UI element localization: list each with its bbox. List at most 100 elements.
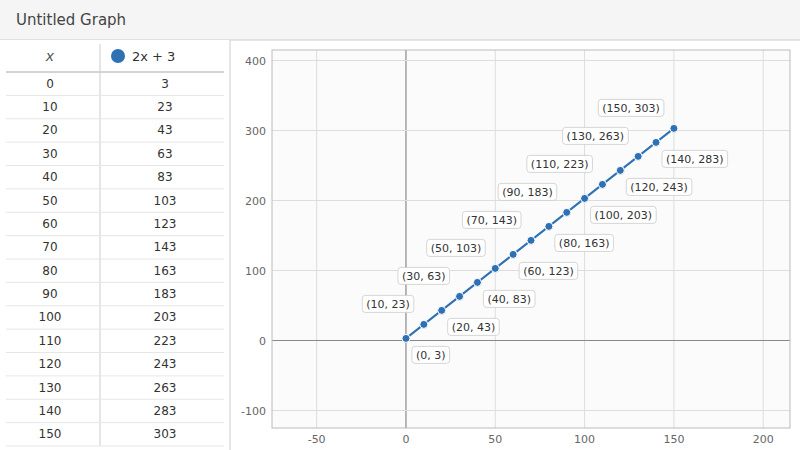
data-point	[438, 306, 446, 314]
annotation-text: (150, 303)	[602, 102, 660, 115]
table-cell-x: 60	[42, 217, 57, 231]
annotation-box	[462, 211, 521, 228]
annotation-box	[527, 155, 593, 172]
data-point	[456, 292, 464, 300]
x-grid-line	[673, 50, 674, 428]
table-cell-y: 163	[154, 264, 177, 278]
annotation-box	[448, 318, 500, 335]
annotation-text: (20, 43)	[452, 321, 496, 334]
annotation-text: (0, 3)	[416, 349, 446, 362]
table-row-separator	[6, 188, 224, 189]
series-line	[406, 128, 674, 338]
chart: Untitled Graphx2x + 30310232043306340835…	[0, 0, 800, 450]
data-point	[670, 124, 678, 132]
annotation: (20, 43)	[448, 318, 500, 335]
annotation-text: (120, 243)	[630, 181, 688, 194]
table-cell-x: 70	[42, 240, 57, 254]
annotation-text: (10, 23)	[366, 298, 410, 311]
annotation: (90, 183)	[498, 183, 557, 200]
table-cell-y: 223	[154, 334, 177, 348]
table-row-separator	[6, 375, 224, 376]
annotation: (130, 263)	[563, 127, 629, 144]
table-panel	[0, 40, 230, 450]
table-cell-x: 20	[42, 123, 57, 137]
y-tick-label: 400	[245, 55, 266, 68]
table-row-separator	[6, 282, 224, 283]
title: Untitled Graph	[16, 11, 126, 29]
annotation: (0, 3)	[412, 346, 450, 363]
series-badge	[111, 49, 125, 63]
table-cell-y: 43	[157, 123, 172, 137]
table-cell-y: 303	[154, 427, 177, 441]
annotation: (70, 143)	[462, 211, 521, 228]
data-point	[420, 320, 428, 328]
y-tick-label: 100	[245, 265, 266, 278]
table-cell-y: 103	[154, 194, 177, 208]
x-grid-line	[763, 50, 764, 428]
annotation-box	[598, 99, 664, 116]
annotation-box	[519, 262, 578, 279]
annotation: (80, 163)	[555, 234, 614, 251]
table-cell-x: 130	[39, 381, 62, 395]
table-row-separator	[6, 259, 224, 260]
table-cell-x: 30	[42, 147, 57, 161]
table-cell-y: 183	[154, 287, 177, 301]
x-grid-line	[495, 50, 496, 428]
annotation: (120, 243)	[626, 178, 692, 195]
annotation: (110, 223)	[527, 155, 593, 172]
y-grid-line	[272, 410, 790, 411]
plot-background	[272, 50, 790, 428]
table-row-separator	[6, 399, 224, 400]
annotation-text: (60, 123)	[523, 265, 574, 278]
annotation: (10, 23)	[362, 295, 414, 312]
table-cell-y: 3	[161, 77, 169, 91]
table-cell-x: 140	[39, 404, 62, 418]
data-point	[616, 166, 624, 174]
annotation-text: (70, 143)	[466, 214, 517, 227]
grid	[272, 50, 790, 428]
table-cell-x: 100	[39, 310, 62, 324]
data-point	[509, 250, 517, 258]
data-point	[491, 264, 499, 272]
data-point	[652, 138, 660, 146]
table-cell-x: 110	[39, 334, 62, 348]
annotation-text: (140, 283)	[666, 153, 724, 166]
x-tick-label: 100	[574, 433, 595, 446]
annotation-box	[483, 290, 535, 307]
x-tick-label: 0	[402, 433, 409, 446]
y-tick-label: -100	[241, 405, 266, 418]
table-cell-y: 283	[154, 404, 177, 418]
annotation-box	[398, 267, 450, 284]
y-tick-label: 300	[245, 125, 266, 138]
table-cell-y: 203	[154, 310, 177, 324]
annotation: (150, 303)	[598, 99, 664, 116]
data-point	[473, 278, 481, 286]
table-border	[230, 40, 231, 450]
annotation: (140, 283)	[662, 150, 728, 167]
data	[402, 124, 678, 342]
data-point	[634, 152, 642, 160]
annotation-text: (80, 163)	[559, 237, 610, 250]
annotation-box	[626, 178, 692, 195]
table-cell-x: 10	[42, 100, 57, 114]
x-grid-line	[316, 50, 317, 428]
table-cell-x: 90	[42, 287, 57, 301]
table-row-separator	[6, 329, 224, 330]
annotation-box	[591, 206, 657, 223]
data-point	[598, 180, 606, 188]
y-axis-line	[405, 50, 406, 428]
table-cell-y: 143	[154, 240, 177, 254]
table-cell-y: 123	[154, 217, 177, 231]
table-cell-y: 63	[157, 147, 172, 161]
data-point	[527, 236, 535, 244]
annotation: (50, 103)	[427, 239, 486, 256]
table-row-separator	[6, 352, 224, 353]
table-row-separator	[6, 95, 224, 96]
table-header-x: x	[45, 48, 55, 64]
table-header-divider	[6, 72, 224, 73]
x-axis-line	[272, 340, 790, 341]
y-grid-line	[272, 60, 790, 61]
table-cell-y: 23	[157, 100, 172, 114]
table-cell-y: 243	[154, 357, 177, 371]
annotation-text: (110, 223)	[531, 158, 589, 171]
